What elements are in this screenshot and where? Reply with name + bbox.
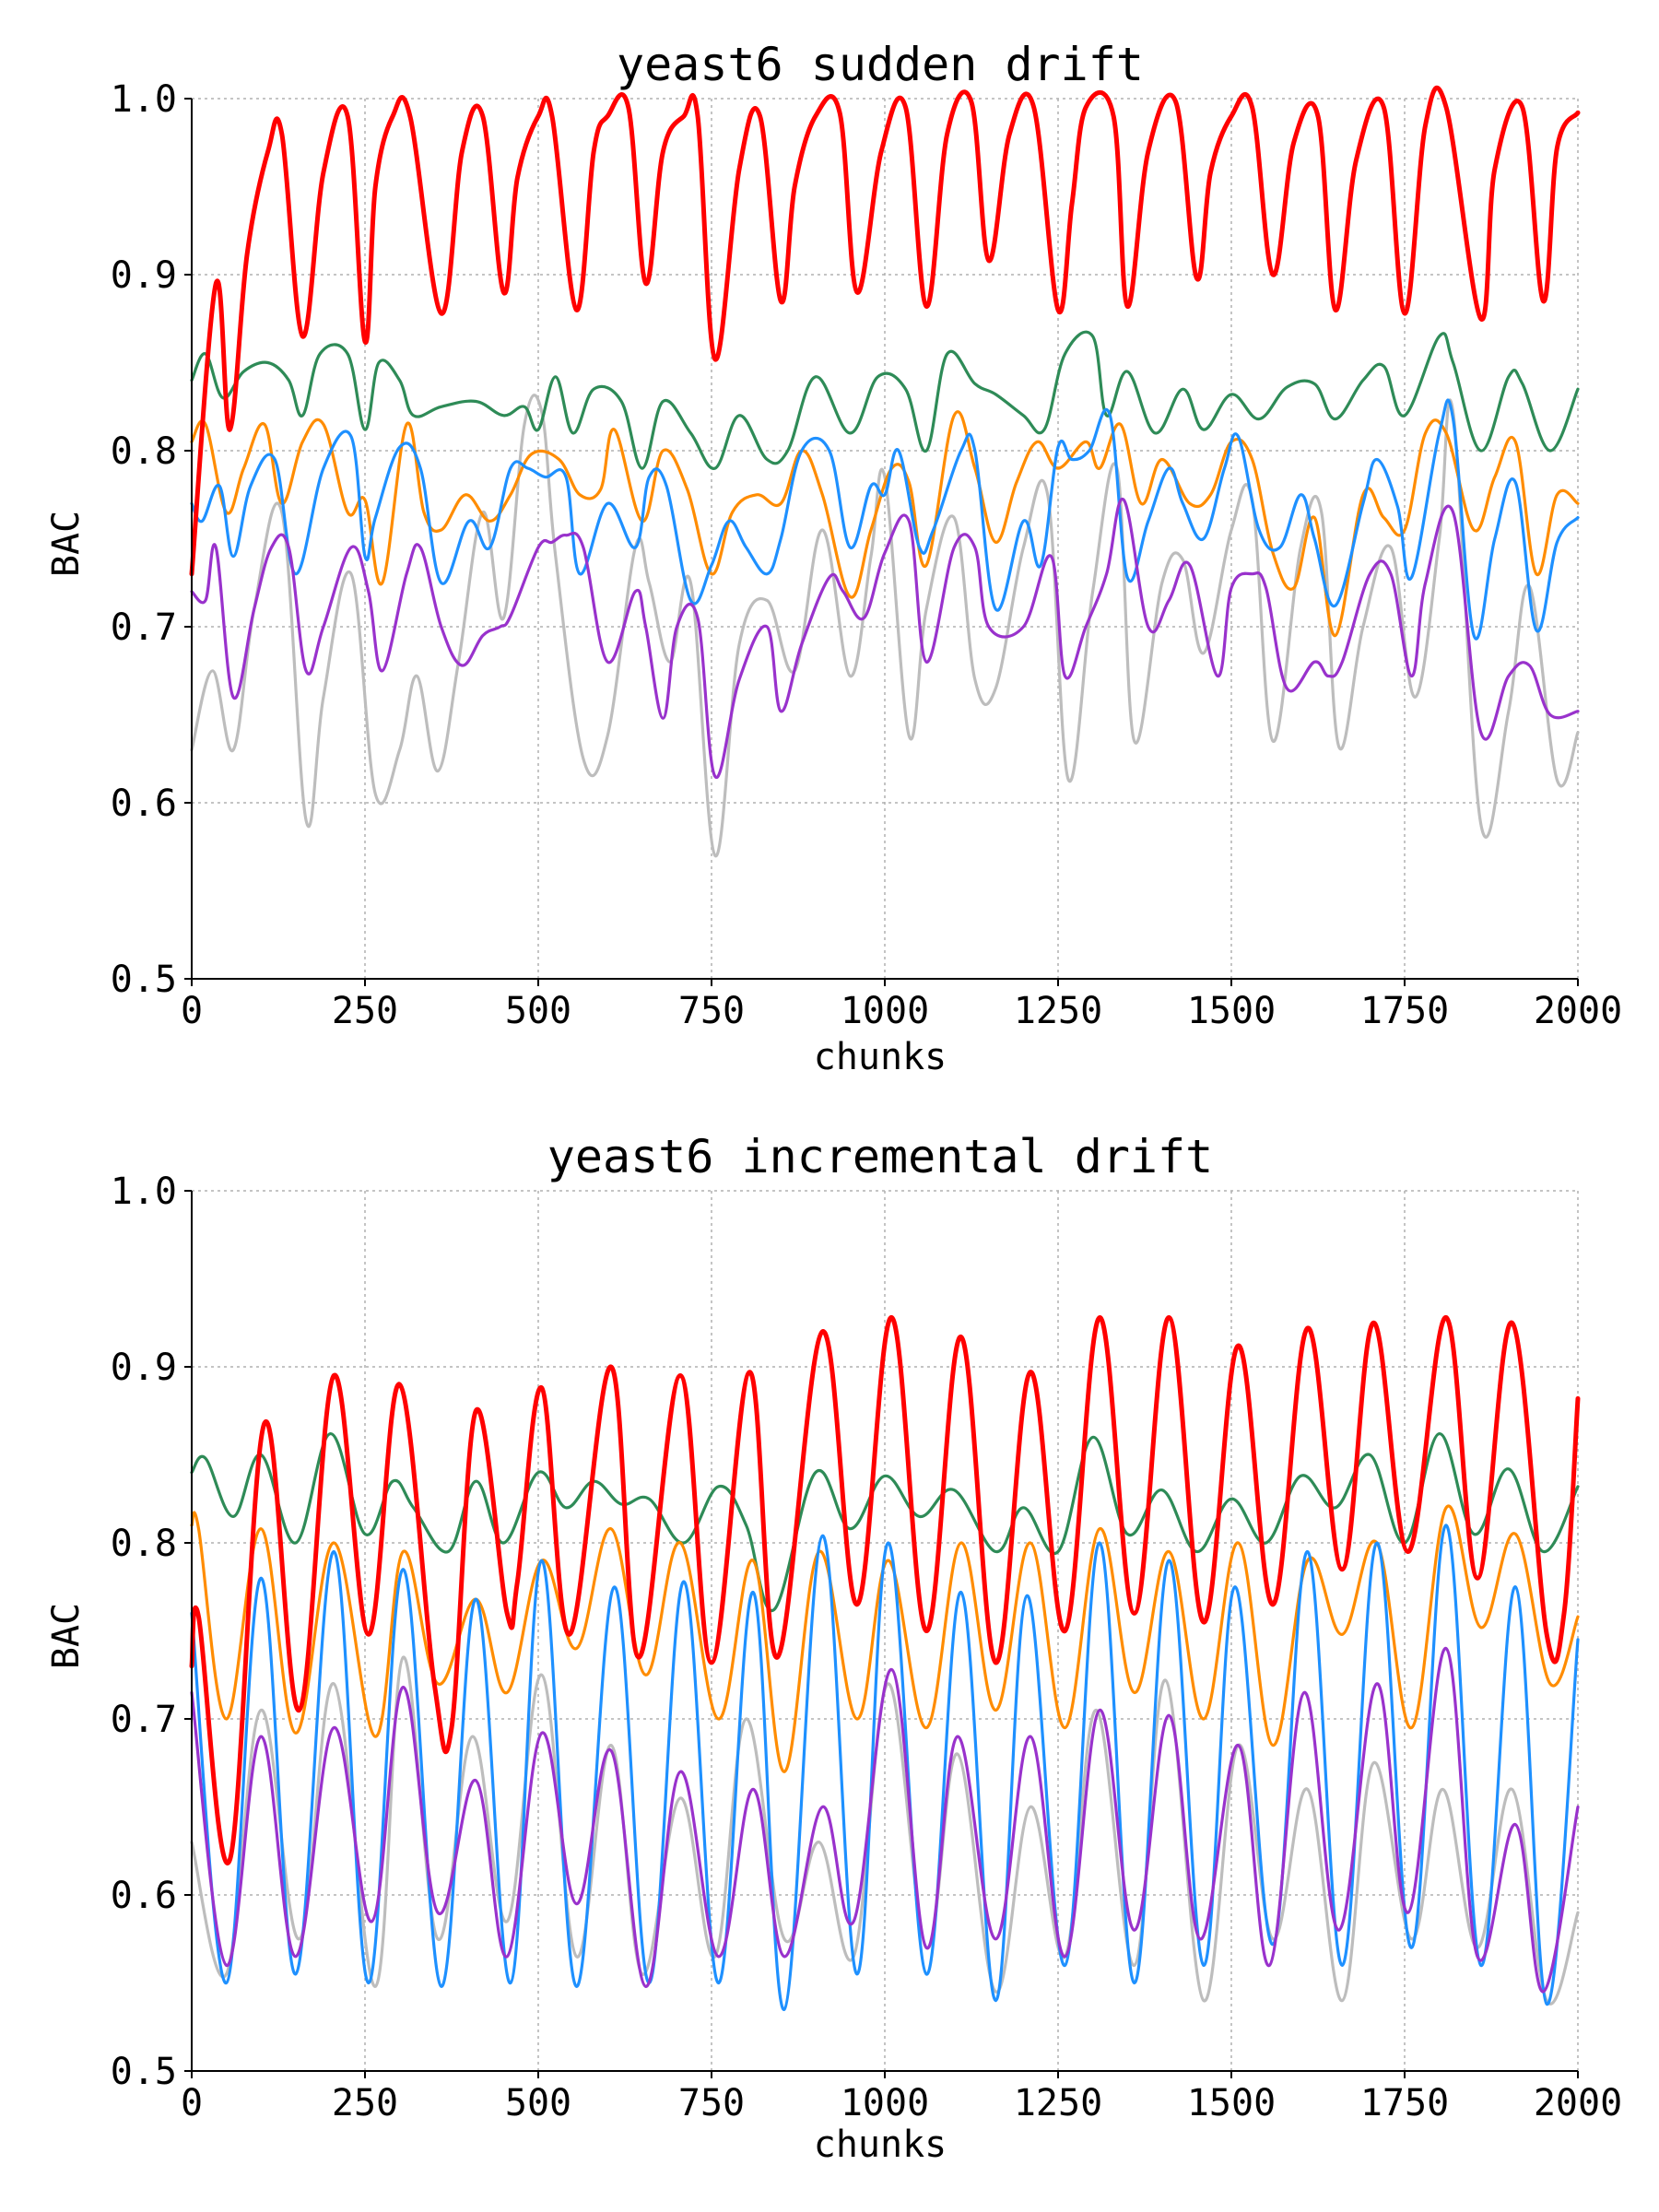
- series-line-3: [190, 1504, 1580, 1773]
- y-axis-label: BAC: [45, 511, 88, 577]
- x-tick-label: 1000: [841, 990, 929, 1032]
- x-tick-label: 2000: [1534, 2082, 1622, 2124]
- x-tick-label: 500: [505, 2082, 571, 2124]
- series-line-4: [190, 398, 1580, 641]
- x-tick-label: 250: [332, 2082, 398, 2124]
- chart-incremental-drift: yeast6 incremental drift 0 250 500 750 1000 1…: [45, 1130, 1622, 2166]
- y-ticks: 0.5 0.6 0.7 0.8 0.9 1.0: [111, 78, 192, 1001]
- y-tick-label: 0.6: [111, 782, 177, 825]
- series-lines: [189, 85, 1581, 857]
- x-tick-label: 0: [181, 990, 203, 1032]
- x-tick-label: 1750: [1360, 990, 1449, 1032]
- y-ticks: 0.5 0.6 0.7 0.8 0.9 1.0: [111, 1171, 192, 2093]
- x-axis-label: chunks: [814, 2124, 947, 2166]
- y-tick-label: 0.7: [111, 1699, 177, 1741]
- x-tick-label: 1500: [1187, 990, 1276, 1032]
- x-tick-label: 1000: [841, 2082, 929, 2124]
- y-tick-label: 0.6: [111, 1875, 177, 1917]
- y-tick-label: 0.5: [111, 2051, 177, 2093]
- y-tick-label: 1.0: [111, 1171, 177, 1213]
- series-line-6: [189, 1314, 1581, 1865]
- series-line-2: [190, 330, 1580, 470]
- x-tick-label: 250: [332, 990, 398, 1032]
- y-tick-label: 0.7: [111, 606, 177, 649]
- x-tick-label: 1250: [1014, 2082, 1102, 2124]
- y-tick-label: 0.8: [111, 430, 177, 473]
- x-axis-label: chunks: [814, 1036, 947, 1078]
- y-tick-label: 0.9: [111, 1347, 177, 1389]
- x-tick-label: 1500: [1187, 2082, 1276, 2124]
- y-tick-label: 0.5: [111, 959, 177, 1001]
- y-tick-label: 0.9: [111, 254, 177, 297]
- x-tick-label: 0: [181, 2082, 203, 2124]
- x-tick-label: 1250: [1014, 990, 1102, 1032]
- x-ticks: 0 250 500 750 1000 1250 1500 1750 2000: [181, 2071, 1622, 2124]
- series-line-6: [189, 85, 1581, 577]
- x-ticks: 0 250 500 750 1000 1250 1500 1750 2000: [181, 979, 1622, 1032]
- series-line-2: [190, 1432, 1580, 1613]
- series-line-5: [190, 497, 1580, 780]
- series-lines: [189, 1314, 1581, 2011]
- series-line-4: [190, 1524, 1580, 2011]
- x-tick-label: 500: [505, 990, 571, 1032]
- y-tick-label: 1.0: [111, 78, 177, 121]
- x-tick-label: 750: [678, 990, 745, 1032]
- chart-title: yeast6 sudden drift: [617, 38, 1144, 91]
- chart-title: yeast6 incremental drift: [547, 1130, 1213, 1183]
- x-tick-label: 2000: [1534, 990, 1622, 1032]
- series-line-5: [190, 1646, 1580, 1994]
- chart-sudden-drift: yeast6 sudden drift 0 250 500 750 1000 1250 15…: [45, 38, 1622, 1078]
- x-tick-label: 750: [678, 2082, 745, 2124]
- y-tick-label: 0.8: [111, 1523, 177, 1565]
- x-tick-label: 1750: [1360, 2082, 1449, 2124]
- y-axis-label: BAC: [45, 1603, 88, 1669]
- series-line-1: [190, 394, 1580, 857]
